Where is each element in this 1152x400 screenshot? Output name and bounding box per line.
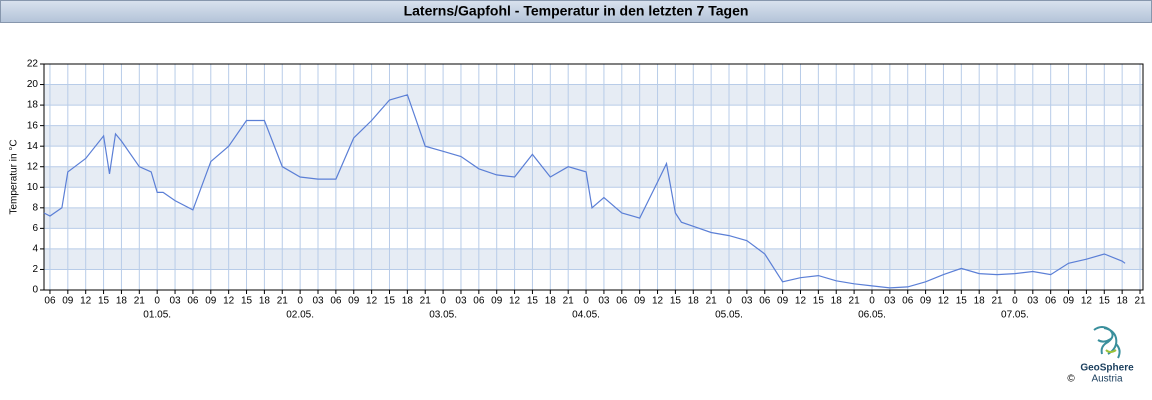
y-tick-label: 14	[27, 141, 39, 152]
plot-frame	[43, 63, 1144, 291]
y-tick-label: 10	[27, 182, 39, 193]
x-tick-label: 06	[1045, 296, 1057, 307]
x-tick-label: 21	[1134, 296, 1146, 307]
x-tick-label: 09	[205, 296, 217, 307]
x-tick-label: 03	[598, 296, 610, 307]
x-tick-label: 18	[1117, 296, 1129, 307]
logo-mark	[1093, 326, 1121, 359]
y-tick-label: 8	[32, 202, 38, 213]
y-tick-label: 16	[27, 120, 39, 131]
day-label: 05.05.	[715, 310, 743, 321]
x-tick-label: 06	[473, 296, 485, 307]
day-label: 02.05.	[286, 310, 314, 321]
day-label: 04.05.	[572, 310, 600, 321]
grid-band	[44, 84, 1143, 106]
x-tick-label: 09	[348, 296, 360, 307]
x-tick-label: 0	[726, 296, 732, 307]
x-tick-label: 03	[741, 296, 753, 307]
grid-band	[44, 207, 1143, 229]
x-tick-label: 15	[241, 296, 253, 307]
logo-mark	[1105, 349, 1117, 353]
y-tick-label: 4	[32, 244, 38, 255]
x-tick-label: 03	[884, 296, 896, 307]
x-tick-label: 15	[956, 296, 968, 307]
x-tick-label: 15	[98, 296, 110, 307]
x-tick-label: 21	[563, 296, 575, 307]
x-tick-label: 18	[545, 296, 557, 307]
y-tick-label: 0	[32, 285, 38, 296]
x-tick-label: 09	[634, 296, 646, 307]
x-tick-label: 15	[1099, 296, 1111, 307]
x-tick-label: 06	[759, 296, 771, 307]
grid-band	[44, 248, 1143, 270]
x-tick-label: 12	[223, 296, 235, 307]
day-label: 06.05.	[858, 310, 886, 321]
x-tick-label: 18	[402, 296, 414, 307]
x-tick-label: 0	[869, 296, 875, 307]
x-tick-label: 15	[527, 296, 539, 307]
x-tick-label: 15	[384, 296, 396, 307]
y-tick-label: 2	[32, 264, 38, 275]
x-tick-label: 0	[583, 296, 589, 307]
x-tick-label: 18	[688, 296, 700, 307]
x-tick-label: 06	[44, 296, 56, 307]
x-tick-label: 03	[312, 296, 324, 307]
x-tick-label: 12	[938, 296, 950, 307]
day-label: 07.05.	[1001, 310, 1029, 321]
x-tick-label: 12	[652, 296, 664, 307]
x-tick-label: 09	[920, 296, 932, 307]
x-tick-label: 03	[455, 296, 467, 307]
x-tick-label: 03	[1027, 296, 1039, 307]
x-tick-label: 12	[80, 296, 92, 307]
grid-band	[44, 125, 1143, 147]
x-tick-label: 15	[670, 296, 682, 307]
x-tick-label: 18	[116, 296, 128, 307]
brand-name: GeoSphere	[1080, 363, 1134, 374]
x-tick-label: 0	[154, 296, 160, 307]
x-tick-label: 09	[1063, 296, 1075, 307]
chart-title: Laterns/Gapfohl - Temperatur in den letz…	[404, 3, 749, 19]
x-tick-label: 21	[849, 296, 861, 307]
logo	[1093, 326, 1121, 359]
x-tick-label: 0	[1012, 296, 1018, 307]
x-tick-label: 09	[62, 296, 74, 307]
y-tick-label: 6	[32, 223, 38, 234]
x-tick-label: 09	[491, 296, 503, 307]
x-tick-label: 12	[509, 296, 521, 307]
x-tick-label: 12	[366, 296, 378, 307]
x-tick-label: 21	[420, 296, 432, 307]
y-tick-label: 22	[27, 59, 39, 70]
grid-band	[44, 166, 1143, 188]
brand-country: Austria	[1091, 374, 1123, 385]
x-tick-label: 21	[706, 296, 718, 307]
temperature-line	[43, 94, 1126, 289]
x-tick-label: 21	[991, 296, 1003, 307]
x-tick-label: 03	[169, 296, 181, 307]
day-label: 03.05.	[429, 310, 457, 321]
x-tick-label: 12	[795, 296, 807, 307]
day-label: 01.05.	[143, 310, 171, 321]
x-tick-label: 06	[330, 296, 342, 307]
y-axis-label: Temperatur in °C	[9, 139, 20, 214]
x-tick-label: 15	[813, 296, 825, 307]
y-tick-label: 12	[27, 161, 39, 172]
x-tick-label: 0	[297, 296, 303, 307]
x-tick-label: 18	[974, 296, 986, 307]
x-tick-label: 0	[440, 296, 446, 307]
x-tick-label: 06	[187, 296, 199, 307]
x-tick-label: 18	[259, 296, 271, 307]
y-tick-label: 20	[27, 79, 39, 90]
x-tick-label: 21	[277, 296, 289, 307]
x-tick-label: 18	[831, 296, 843, 307]
x-tick-label: 09	[777, 296, 789, 307]
x-tick-label: 21	[134, 296, 146, 307]
x-tick-label: 06	[616, 296, 628, 307]
y-tick-label: 18	[27, 100, 39, 111]
copyright: ©	[1067, 374, 1075, 385]
x-tick-label: 06	[902, 296, 914, 307]
x-tick-label: 12	[1081, 296, 1093, 307]
